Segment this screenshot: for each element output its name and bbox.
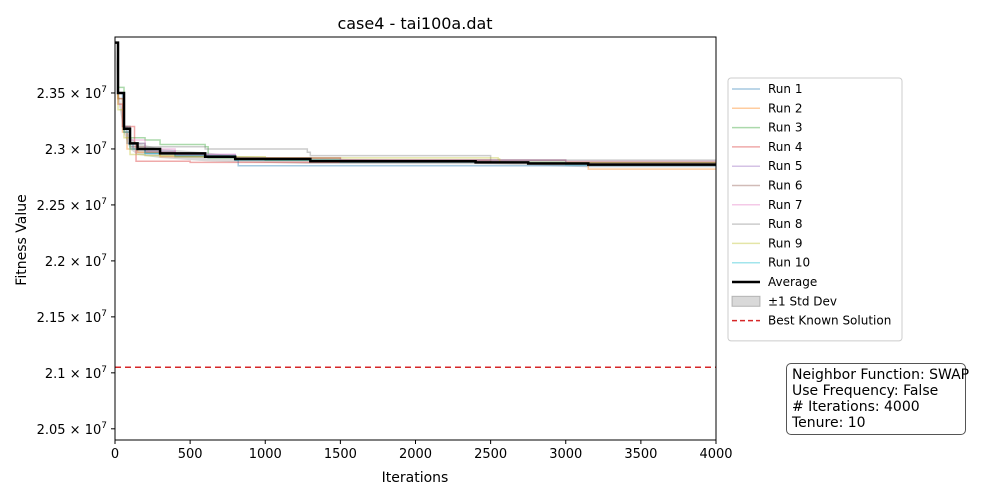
legend-run-1-label: Run 1 (768, 82, 802, 96)
legend-1-std-dev-swatch (731, 295, 761, 307)
series-line-average (115, 41, 716, 166)
axes: 0 500 1000 1500 2000 2500 3000 3500 4000 2.05 × 1… (37, 36, 733, 462)
legend-run-6-label: Run 6 (768, 179, 802, 193)
use-frequency-text: Use Frequency: False (792, 383, 939, 399)
legend-run-10-label: Run 10 (768, 256, 810, 270)
legend-run-7-label: Run 7 (768, 198, 802, 212)
neighbor-function-text: Neighbor Function: SWAP (792, 367, 970, 383)
x-tick-label-0: 0 (111, 447, 119, 462)
legend: Run 1 Run 2 Run 3 Run 4 Run 5 Run 6 Run 7 Run 8… (727, 77, 903, 342)
x-tick-label-2000: 2000 (399, 447, 432, 462)
legend-run-5-label: Run 5 (768, 159, 802, 173)
legend-run-2-label: Run 2 (768, 101, 802, 115)
legend-box (727, 77, 903, 342)
legend-run-3-label: Run 3 (768, 121, 802, 135)
legend-run-8-label: Run 8 (768, 217, 802, 231)
legend-1-std-dev-label: ±1 Std Dev (768, 294, 837, 308)
legend-average-label: Average (768, 275, 817, 289)
x-tick-label-3500: 3500 (624, 447, 657, 462)
y-tick-label-2.1: 2.1 × 107 (45, 365, 107, 382)
x-tick-label-3000: 3000 (549, 447, 582, 462)
y-tick-label-2.05: 2.05 × 107 (37, 421, 107, 438)
y-tick-label-2.25: 2.25 × 107 (37, 197, 107, 214)
x-tick-label-500: 500 (178, 447, 203, 462)
legend-run-4-label: Run 4 (768, 140, 802, 154)
x-tick-label-4000: 4000 (699, 447, 732, 462)
iterations-text: # Iterations: 4000 (792, 399, 920, 415)
y-tick-label-2.2: 2.2 × 107 (45, 253, 107, 270)
y-axis-label: Fitness Value (14, 194, 30, 285)
y-tick-label-2.3: 2.3 × 107 (45, 141, 107, 158)
legend-run-9-label: Run 9 (768, 236, 802, 250)
y-tick-label-2.15: 2.15 × 107 (37, 309, 107, 326)
x-tick-label-2500: 2500 (474, 447, 507, 462)
x-tick-label-1000: 1000 (249, 447, 282, 462)
parameters-info-box: Neighbor Function: SWAP Use Frequency: F… (786, 363, 970, 435)
chart-title: case4 - tai100a.dat (337, 14, 492, 33)
x-axis-label: Iterations (382, 470, 449, 486)
series-line-run-4 (115, 41, 716, 164)
plot-area (115, 41, 716, 368)
x-tick-label-1500: 1500 (324, 447, 357, 462)
tenure-text: Tenure: 10 (792, 415, 866, 431)
legend-best-known-solution-label: Best Known Solution (768, 314, 891, 328)
std-dev-band (115, 42, 716, 168)
y-tick-label-2.35: 2.35 × 107 (37, 85, 107, 102)
